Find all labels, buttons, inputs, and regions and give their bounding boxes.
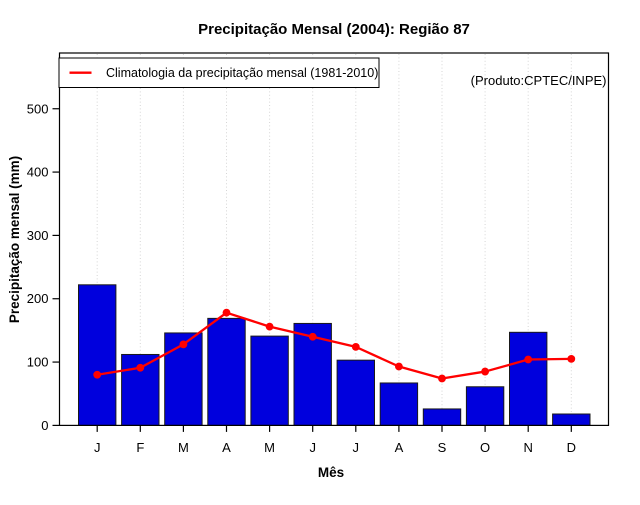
precipitation-bar (207, 317, 246, 426)
climatology-point (93, 370, 102, 379)
precipitation-bar (422, 408, 462, 426)
x-tick-label: D (567, 440, 576, 455)
precipitation-bar (509, 331, 548, 426)
product-credit: (Produto:CPTEC/INPE) (471, 73, 607, 88)
legend: Climatologia da precipitação mensal (198… (58, 57, 380, 88)
x-tick-label: J (94, 440, 101, 455)
climatology-point (308, 332, 317, 341)
y-tick-label: 300 (27, 228, 49, 243)
climatology-line (96, 311, 573, 380)
bar-series (78, 284, 591, 426)
climatology-point (136, 363, 145, 372)
y-axis-title: Precipitação mensal (mm) (7, 156, 22, 323)
climatology-point (395, 362, 403, 371)
precipitation-bar (78, 284, 117, 426)
precipitation-bar (336, 359, 376, 426)
legend-box (58, 57, 380, 88)
climatology-point (524, 355, 533, 364)
y-tick-label: 0 (41, 418, 48, 433)
x-tick-label: A (395, 440, 404, 455)
climatology-point (265, 322, 274, 331)
x-tick-label: N (524, 440, 533, 455)
climatology-point (351, 342, 360, 351)
climatology-point (179, 340, 188, 349)
legend-label: Climatologia da precipitação mensal (198… (106, 66, 378, 80)
precipitation-bar (379, 382, 419, 426)
x-tick-label: O (480, 440, 490, 455)
y-tick-label: 100 (27, 355, 49, 370)
precipitation-bar (250, 335, 289, 426)
climatology-point (222, 308, 231, 317)
chart-title: Precipitação Mensal (2004): Região 87 (198, 21, 470, 38)
x-tick-label: M (264, 440, 275, 455)
x-tick-label: J (353, 440, 360, 455)
y-tick-label: 400 (27, 165, 49, 180)
gridlines (96, 54, 572, 425)
y-tick-label: 500 (27, 101, 49, 116)
climatology-line-series (93, 308, 576, 383)
x-tick-label: S (438, 440, 447, 455)
x-tick-label: J (309, 440, 316, 455)
y-axis: 0 100 200 300 400 500 (27, 101, 60, 433)
precipitation-bar (552, 413, 591, 426)
x-tick-label: F (136, 440, 144, 455)
x-tick-label: M (178, 440, 189, 455)
climatology-point (438, 374, 446, 383)
precipitation-bar (465, 386, 505, 426)
y-tick-label: 200 (27, 291, 49, 306)
climatology-point (567, 355, 576, 363)
plot-frame (58, 52, 610, 426)
x-tick-label: A (222, 440, 231, 455)
x-axis-title: Mês (318, 465, 344, 480)
climatology-point (481, 367, 489, 376)
